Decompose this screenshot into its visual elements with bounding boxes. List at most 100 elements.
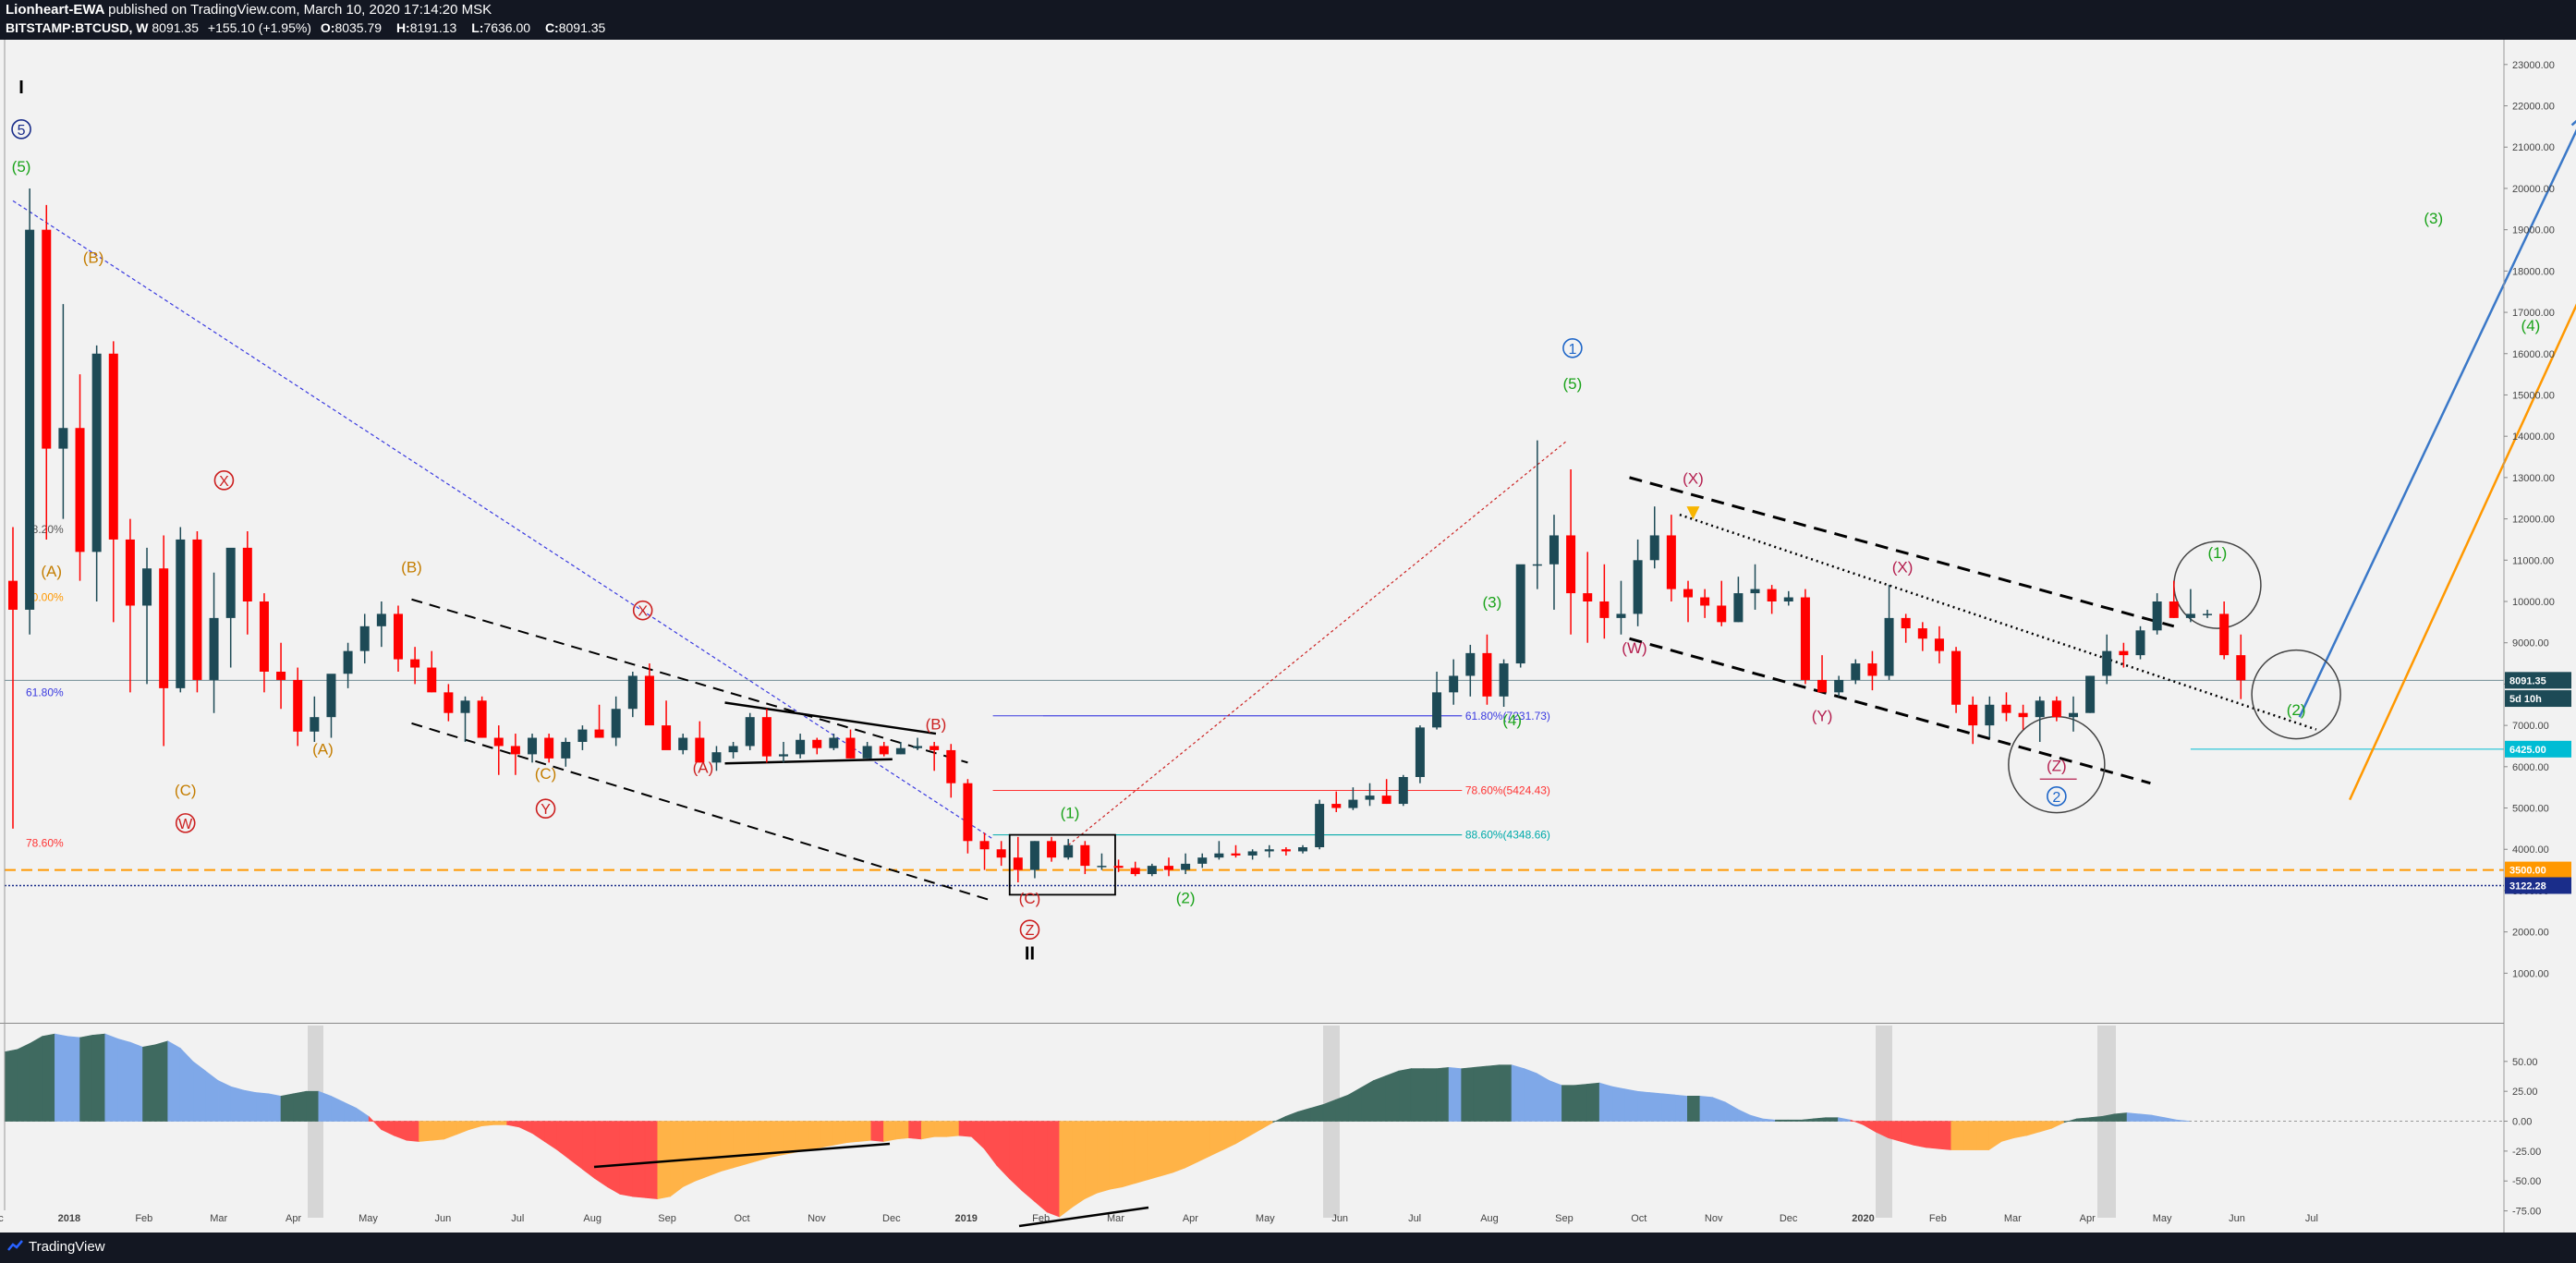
candle-body xyxy=(812,739,822,748)
indicator-area-segment xyxy=(230,1086,244,1122)
candle-body xyxy=(1532,564,1542,566)
candle-body xyxy=(1331,804,1342,808)
candle-body xyxy=(829,737,839,748)
indicator-area-segment xyxy=(1950,1121,1964,1150)
channel2-lower-line xyxy=(1629,637,2151,785)
indicator-area-segment xyxy=(695,1121,709,1182)
candle-body xyxy=(2051,700,2061,718)
indicator-area-segment xyxy=(55,1033,68,1122)
candle-body xyxy=(1113,866,1124,868)
indicator-area-segment xyxy=(1598,1082,1613,1122)
indicator-area-segment xyxy=(1787,1119,1801,1122)
price-badge-label: 3122.28 xyxy=(2509,880,2546,892)
candle-body xyxy=(310,717,320,732)
tradingview-logo-icon xyxy=(7,1240,23,1251)
publish-line: Lionheart-EWA published on TradingView.c… xyxy=(6,2,492,18)
candle-body xyxy=(1231,853,1241,856)
time-tick-label: Feb xyxy=(1032,1213,1050,1224)
indicator-area-segment xyxy=(1699,1096,1713,1122)
candle-body xyxy=(1867,663,1877,676)
indicator-area-segment xyxy=(431,1121,445,1141)
time-tick-label: Sep xyxy=(658,1213,676,1224)
candle-body xyxy=(946,749,956,783)
indicator-area-segment xyxy=(255,1092,269,1122)
candle-body xyxy=(1247,851,1258,856)
time-tick-label: Oct xyxy=(734,1213,749,1224)
indicator-area-segment xyxy=(1147,1121,1160,1181)
indicator-area-segment xyxy=(1034,1121,1048,1213)
candle-body xyxy=(1130,868,1140,875)
candle-body xyxy=(1549,535,1559,565)
indicator-area-segment xyxy=(91,1033,106,1122)
indicator-area-segment xyxy=(682,1121,696,1188)
indicator-area-segment xyxy=(720,1121,734,1172)
candle-body xyxy=(2001,704,2011,713)
candle-body xyxy=(192,539,202,680)
candle-body xyxy=(1700,597,1710,606)
wave-label-circle xyxy=(1019,919,1040,941)
indicator-area-segment xyxy=(1561,1085,1575,1122)
indicator-area-segment xyxy=(1574,1084,1587,1122)
candle-body xyxy=(58,428,68,449)
wave-label: (B) xyxy=(401,559,422,577)
candle-body xyxy=(1181,863,1191,870)
time-tick-label: Dec xyxy=(882,1213,901,1224)
wave-label: (B) xyxy=(926,716,947,734)
candle-body xyxy=(1315,804,1325,847)
indicator-area-segment xyxy=(820,1121,834,1148)
channel2-upper-line xyxy=(1629,476,2175,628)
price-tick-label: 17000.00 xyxy=(2512,308,2555,319)
indicator-area-segment xyxy=(1410,1068,1425,1122)
indicator-area-segment xyxy=(1373,1075,1387,1122)
fib-left-label: 61.80% xyxy=(26,686,64,698)
indicator-area-segment xyxy=(1536,1073,1550,1122)
indicator-area-segment xyxy=(594,1121,608,1188)
price-badge xyxy=(2505,861,2571,879)
candle-body xyxy=(477,700,487,738)
candle-body xyxy=(1465,652,1476,676)
indicator-area-segment xyxy=(1901,1121,1914,1146)
indicator-area-segment xyxy=(1059,1121,1073,1218)
time-tick-label: Apr xyxy=(286,1213,301,1224)
time-tick-label: Jul xyxy=(1408,1213,1421,1224)
price-tick-label: 21000.00 xyxy=(2512,142,2555,153)
indicator-area-segment xyxy=(1687,1096,1701,1122)
symbol-label[interactable]: BITSTAMP:BTCUSD, W xyxy=(6,20,149,35)
indicator-area-segment xyxy=(1549,1080,1562,1122)
wave-label: (A) xyxy=(693,759,714,777)
candle-body xyxy=(1649,535,1659,561)
price-badge-label: 6425.00 xyxy=(2509,745,2546,756)
wave-label: (5) xyxy=(12,158,31,176)
tradingview-logo[interactable]: TradingView xyxy=(7,1239,105,1255)
candle-body xyxy=(242,547,252,601)
candle-body xyxy=(1934,638,1944,651)
indicator-area-segment xyxy=(1624,1088,1638,1122)
time-tick-label: Feb xyxy=(135,1213,152,1224)
indicator-area-segment xyxy=(883,1121,897,1142)
candle-body xyxy=(611,709,621,738)
chart-header: Lionheart-EWA published on TradingView.c… xyxy=(0,0,2576,40)
candle-body xyxy=(444,692,454,713)
candle-body xyxy=(1666,535,1676,589)
candle-body xyxy=(728,746,738,753)
indicator-area-segment xyxy=(895,1121,909,1140)
indicator-area-segment xyxy=(920,1121,935,1140)
author-name[interactable]: Lionheart-EWA xyxy=(6,2,104,18)
indicator-area-segment xyxy=(1636,1090,1650,1122)
time-tick-label: Dec xyxy=(0,1213,4,1224)
candle-body xyxy=(1348,799,1358,808)
candle-body xyxy=(996,849,1006,858)
price-badge xyxy=(2505,672,2571,689)
candle-body xyxy=(376,613,386,626)
indicator-area-segment xyxy=(745,1121,759,1165)
time-tick-label: Oct xyxy=(1631,1213,1646,1224)
indicator-area-segment xyxy=(808,1121,821,1150)
candle-body xyxy=(2219,613,2230,656)
indicator-area-segment xyxy=(1975,1121,1989,1150)
divergence-line-1 xyxy=(593,1142,891,1169)
price-tick-label: 22000.00 xyxy=(2512,102,2555,113)
indicator-area-segment xyxy=(783,1121,796,1156)
chart-canvas[interactable]: 38.20% 50.00% 61.80% 78.60% 61.80%(7231.73) 7… xyxy=(0,40,2576,1233)
time-tick-label: Nov xyxy=(808,1213,826,1224)
candle-body xyxy=(862,746,872,759)
